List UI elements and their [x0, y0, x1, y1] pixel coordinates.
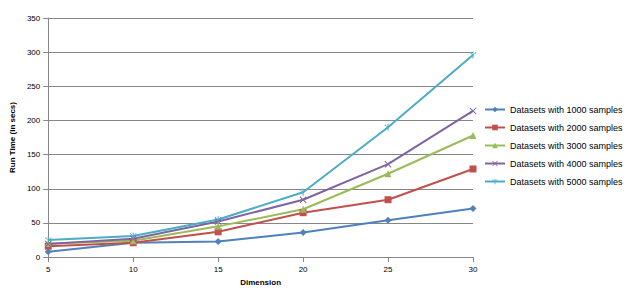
svg-text:Datasets with 2000 samples: Datasets with 2000 samples: [510, 123, 623, 133]
svg-text:Datasets with 1000 samples: Datasets with 1000 samples: [510, 105, 623, 115]
svg-text:300: 300: [27, 48, 41, 57]
svg-text:25: 25: [384, 265, 393, 274]
svg-text:Datasets with 5000 samples: Datasets with 5000 samples: [510, 177, 623, 187]
svg-text:Dimension: Dimension: [240, 278, 281, 287]
svg-text:150: 150: [27, 150, 41, 159]
svg-text:200: 200: [27, 116, 41, 125]
svg-text:100: 100: [27, 184, 41, 193]
svg-text:15: 15: [214, 265, 223, 274]
svg-text:0: 0: [36, 253, 41, 262]
svg-text:250: 250: [27, 82, 41, 91]
svg-text:50: 50: [31, 218, 40, 227]
svg-text:20: 20: [299, 265, 308, 274]
svg-text:Datasets with 4000 samples: Datasets with 4000 samples: [510, 159, 623, 169]
svg-text:Datasets with 3000 samples: Datasets with 3000 samples: [510, 141, 623, 151]
svg-text:Run Time (in secs): Run Time (in secs): [8, 102, 17, 173]
svg-text:30: 30: [469, 265, 478, 274]
svg-text:5: 5: [46, 265, 51, 274]
svg-text:350: 350: [27, 14, 41, 23]
svg-text:10: 10: [129, 265, 138, 274]
